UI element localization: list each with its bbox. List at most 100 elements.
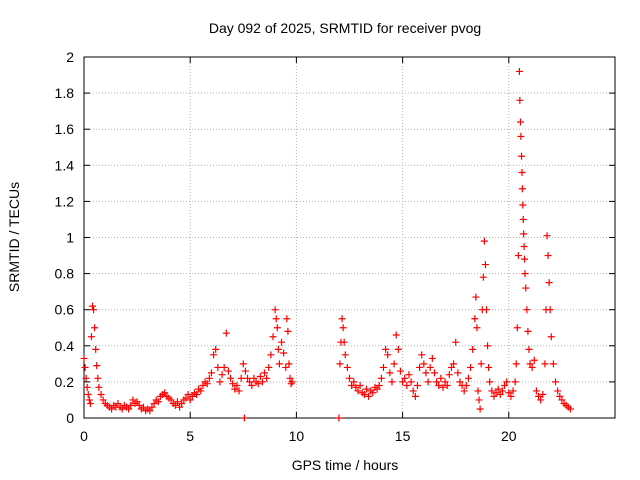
data-point [250,374,258,382]
data-point [203,380,211,388]
data-point [394,345,402,353]
data-point [541,360,549,368]
data-point [546,306,554,314]
data-point [472,293,480,301]
data-point [401,374,409,382]
data-point [125,405,133,413]
x-tick-label: 0 [80,428,88,444]
data-point [488,387,496,395]
data-point [263,374,271,382]
data-point [509,387,517,395]
data-point [462,382,470,390]
data-point [469,345,477,353]
data-point [287,380,295,388]
data-point [286,374,294,382]
data-point [405,371,413,379]
data-point [133,398,141,406]
data-point [214,363,222,371]
data-point [97,391,105,399]
data-point [476,405,484,413]
data-point [433,378,441,386]
data-point [480,237,488,245]
data-point [443,382,451,390]
data-point [229,380,237,388]
data-point [346,374,353,382]
data-point [474,387,482,395]
data-point [90,306,98,314]
data-point [552,378,560,386]
data-point [454,369,462,377]
data-point [199,382,207,390]
data-point [498,387,506,395]
data-point [369,389,377,397]
data-point [94,374,102,382]
data-point [282,363,290,371]
y-tick-label: 0.2 [55,374,75,390]
plot-frame [83,56,616,419]
data-point [496,391,504,399]
data-point [439,383,447,391]
data-point [537,396,545,404]
data-point [278,338,286,346]
data-point [265,363,273,371]
data-point [246,378,254,386]
data-point [218,371,226,379]
data-point [84,391,92,399]
data-point [284,327,292,335]
data-point [272,315,280,323]
y-axis-label: SRMTID / TECUs [6,182,22,292]
data-point [382,345,390,353]
data-point [452,338,460,346]
data-point [352,383,360,391]
data-point [212,345,220,353]
data-point [516,118,524,126]
y-tick-label: 1.8 [55,85,75,101]
x-tick-label: 5 [186,428,194,444]
data-point [518,169,526,177]
data-point [273,324,281,332]
data-point [460,387,468,395]
data-point [481,261,489,269]
data-point [473,324,481,332]
data-point [516,96,524,104]
data-point [420,360,428,368]
data-point [445,371,453,379]
data-points [80,67,574,422]
data-point [524,327,532,335]
data-point [99,396,107,404]
data-point [505,389,513,397]
data-point [558,396,566,404]
data-point [379,363,387,371]
data-point [390,360,398,368]
data-point [150,400,158,408]
data-point [424,378,432,386]
data-point [501,382,509,390]
data-point [441,378,449,386]
data-point [492,389,500,397]
x-axis-label: GPS time / hours [292,457,399,473]
data-point [267,351,275,359]
data-point [413,382,421,390]
data-point [210,351,218,359]
data-point [80,354,88,362]
data-point [258,378,266,386]
data-point [482,306,490,314]
data-point [83,383,91,391]
data-point [437,374,445,382]
data-point [241,367,249,375]
data-point [535,392,543,400]
data-point [233,382,241,390]
chart-title: Day 092 of 2025, SRMTID for receiver pvo… [209,20,481,36]
data-point [95,383,103,391]
data-point [388,378,396,386]
data-point [275,360,283,368]
data-point [173,398,181,406]
data-point [456,378,464,386]
data-point [188,392,196,400]
data-point [475,396,483,404]
data-point [511,378,519,386]
data-point [467,363,475,371]
data-point [280,349,288,357]
data-point [520,243,528,251]
data-point [186,396,194,404]
